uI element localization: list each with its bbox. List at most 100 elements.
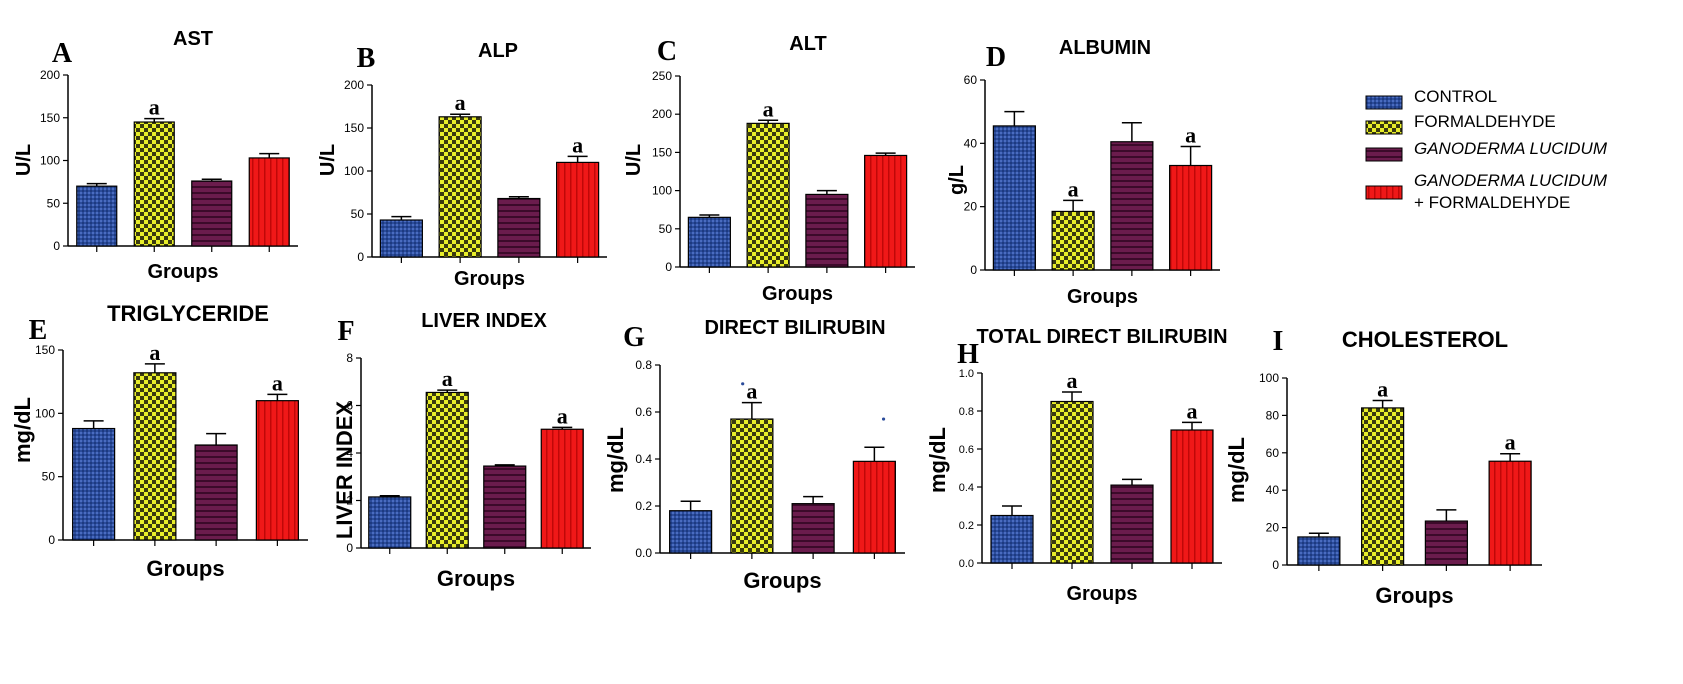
chart-panel-f: F LIVER INDEX 0 2 4 6 8 LIVER INDEX Groups a a (332, 310, 591, 591)
bar-e-combo (255, 400, 299, 541)
chart-panel-i: I CHOLESTEROL 0 20 40 60 80 100 mg/dL Groups a a (1224, 326, 1542, 608)
y-tick-label-i-5: 100 (1259, 371, 1279, 385)
bar-d-ganoderma (1110, 141, 1154, 271)
panel-letter-e: E (29, 315, 48, 346)
y-tick-label-g-0: 0.0 (635, 546, 652, 560)
bar-b-formaldehyde (438, 116, 482, 258)
chart-title-d: ALBUMIN (1059, 37, 1151, 59)
bar-c-control (687, 216, 731, 268)
y-axis-label-f: LIVER INDEX (332, 401, 357, 539)
y-tick-label-h-1: 0.2 (959, 520, 974, 532)
bar-f-control (368, 496, 412, 549)
y-tick-label-c-0: 0 (665, 260, 672, 274)
significance-label-i-combo: a (1505, 430, 1516, 455)
significance-label-h-formaldehyde: a (1067, 368, 1078, 393)
y-tick-label-d-1: 20 (964, 200, 978, 214)
x-axis-label-e: Groups (146, 556, 224, 581)
y-tick-label-f-4: 8 (346, 351, 353, 365)
significance-label-f-formaldehyde: a (442, 366, 453, 391)
bar-c-formaldehyde (746, 122, 790, 268)
chart-panel-a: A AST 0 50 100 150 200 U/L Groups a (13, 28, 298, 283)
legend-item-combo: GANODERMA LUCIDUM + FORMALDEHYDE (1365, 171, 1608, 212)
bar-i-formaldehyde (1361, 407, 1405, 566)
significance-label-b-combo: a (572, 132, 583, 157)
y-tick-label-g-1: 0.2 (635, 499, 652, 513)
chart-title-g: DIRECT BILIRUBIN (704, 317, 885, 339)
significance-label-c-formaldehyde: a (763, 96, 774, 121)
outlier-dot-g-1 (881, 417, 886, 421)
y-tick-label-c-4: 200 (652, 107, 672, 121)
legend-swatch-ganoderma (1365, 147, 1403, 162)
chart-panel-c: C ALT 0 50 100 150 200 250 U/L Groups a (623, 33, 915, 305)
y-tick-label-a-3: 150 (40, 111, 60, 125)
chart-title-e: TRIGLYCERIDE (107, 301, 269, 326)
legend-label-control: CONTROL (1414, 87, 1497, 106)
chart-panel-b: B ALP 0 50 100 150 200 U/L Groups a a (317, 40, 607, 290)
bar-g-control (669, 510, 713, 554)
chart-panel-d: D ALBUMIN 0 20 40 60 g/L Groups a a (946, 37, 1220, 308)
significance-label-i-formaldehyde: a (1377, 376, 1388, 401)
bar-e-control (72, 427, 116, 541)
bar-g-formaldehyde (730, 418, 774, 554)
bar-d-combo (1169, 164, 1213, 271)
legend-label-ganoderma: GANODERMA LUCIDUM (1414, 139, 1608, 158)
y-tick-label-b-4: 200 (344, 78, 364, 92)
y-axis-label-d: g/L (946, 165, 968, 195)
legend-label-formaldehyde: FORMALDEHYDE (1414, 112, 1556, 131)
bar-a-control (76, 185, 118, 247)
x-axis-label-b: Groups (454, 268, 525, 290)
bar-d-control (992, 125, 1036, 271)
bar-a-ganoderma (191, 180, 233, 247)
chart-title-h: TOTAL DIRECT BILIRUBIN (976, 326, 1227, 348)
y-tick-label-c-1: 50 (659, 222, 673, 236)
y-tick-label-i-4: 80 (1266, 408, 1280, 422)
legend-item-formaldehyde: FORMALDEHYDE (1365, 112, 1556, 135)
y-tick-label-g-4: 0.8 (635, 358, 652, 372)
legend-swatch-formaldehyde (1365, 120, 1403, 135)
y-tick-label-h-2: 0.4 (959, 482, 974, 494)
legend-label-combo: GANODERMA LUCIDUM (1414, 171, 1608, 190)
y-axis-label-a: U/L (13, 144, 35, 176)
x-axis-label-f: Groups (437, 566, 515, 591)
bar-b-ganoderma (497, 197, 541, 258)
legend-swatch-combo (1365, 185, 1403, 200)
chart-title-a: AST (173, 28, 213, 50)
bar-h-control (990, 514, 1034, 564)
y-tick-label-f-2: 4 (346, 446, 353, 460)
y-tick-label-i-3: 60 (1266, 446, 1280, 460)
y-tick-label-e-3: 150 (35, 343, 55, 357)
legend-item-ganoderma: GANODERMA LUCIDUM (1365, 139, 1608, 162)
y-tick-label-g-2: 0.4 (635, 452, 652, 466)
outlier-dot-g-0 (741, 382, 745, 386)
significance-label-g-formaldehyde: a (746, 379, 757, 404)
x-axis-label-d: Groups (1067, 286, 1138, 308)
panel-letter-b: B (357, 43, 376, 74)
legend-swatch-control (1365, 95, 1403, 110)
bar-f-combo (540, 428, 584, 549)
chart-title-f: LIVER INDEX (421, 310, 547, 332)
y-tick-label-b-1: 50 (351, 207, 365, 221)
y-axis-label-h: mg/dL (925, 427, 950, 493)
chart-panel-e: E TRIGLYCERIDE 0 50 100 150 mg/dL Groups a a (10, 301, 308, 581)
bar-h-ganoderma (1110, 484, 1154, 564)
bar-f-ganoderma (483, 465, 527, 549)
panel-letter-g: G (623, 322, 645, 353)
y-axis-label-c: U/L (623, 144, 645, 176)
significance-label-b-formaldehyde: a (455, 90, 466, 115)
y-tick-label-c-3: 150 (652, 145, 672, 159)
y-tick-label-a-1: 50 (47, 196, 61, 210)
panel-letter-f: F (337, 316, 354, 347)
y-tick-label-i-0: 0 (1272, 558, 1279, 572)
y-axis-label-g: mg/dL (603, 427, 628, 493)
y-axis-label-i: mg/dL (1224, 437, 1249, 503)
legend-label-combo-line2: + FORMALDEHYDE (1414, 193, 1570, 212)
y-tick-label-e-1: 50 (42, 470, 56, 484)
bar-b-combo (556, 161, 600, 258)
x-axis-label-a: Groups (147, 261, 218, 283)
bar-i-combo (1488, 460, 1532, 566)
y-tick-label-f-1: 2 (346, 494, 353, 508)
significance-label-f-combo: a (557, 403, 568, 428)
bar-b-control (379, 219, 423, 258)
